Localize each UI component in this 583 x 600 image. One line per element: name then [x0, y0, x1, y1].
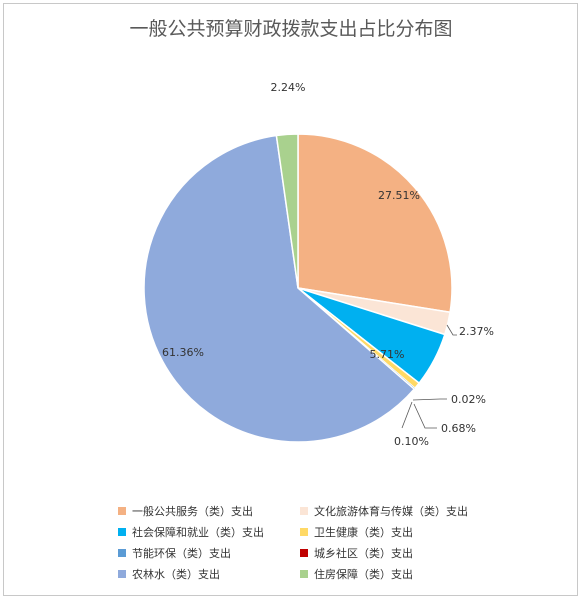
data-label: 27.51%: [378, 189, 420, 202]
data-label: 0.02%: [451, 393, 486, 406]
leader-line: [413, 403, 437, 429]
data-label: 0.68%: [441, 422, 476, 435]
legend-item: 社会保障和就业（类）支出: [118, 522, 264, 542]
legend-swatch: [300, 549, 308, 557]
legend-label: 住房保障（类）支出: [314, 568, 413, 581]
legend-item: 卫生健康（类）支出: [300, 522, 413, 542]
pie-slice: [143, 134, 416, 443]
chart-title: 一般公共预算财政拨款支出占比分布图: [129, 18, 452, 40]
data-label: 0.10%: [394, 435, 429, 448]
legend-item: 一般公共服务（类）支出: [118, 501, 253, 521]
legend-item: 文化旅游体育与传媒（类）支出: [300, 501, 468, 521]
legend-swatch: [300, 570, 308, 578]
legend-label: 社会保障和就业（类）支出: [132, 526, 264, 539]
legend-label: 一般公共服务（类）支出: [132, 505, 253, 518]
legend-label: 节能环保（类）支出: [132, 547, 231, 560]
leader-line: [401, 401, 413, 429]
leader-line: [412, 398, 447, 401]
pie-slices: [143, 133, 453, 443]
pie-slice: [297, 133, 453, 314]
data-label: 2.37%: [459, 325, 494, 338]
legend-label: 文化旅游体育与传媒（类）支出: [314, 505, 468, 518]
data-label: 61.36%: [162, 346, 204, 359]
legend-swatch: [300, 507, 308, 515]
legend-swatch: [118, 528, 126, 536]
legend-label: 卫生健康（类）支出: [314, 526, 413, 539]
legend-label: 农林水（类）支出: [132, 568, 220, 581]
legend-swatch: [118, 570, 126, 578]
legend-label: 城乡社区（类）支出: [314, 547, 413, 560]
legend-swatch: [300, 528, 308, 536]
legend-item: 城乡社区（类）支出: [300, 543, 413, 563]
data-label: 2.24%: [271, 81, 306, 94]
data-labels: 27.51% 2.37% 5.71% 0.68% 0.10% 0.02% 61.36% 2.2…: [162, 81, 494, 448]
chart-frame: [3, 3, 578, 596]
leader-line: [446, 324, 457, 336]
legend-item: 节能环保（类）支出: [118, 543, 231, 563]
legend-swatch: [118, 507, 126, 515]
pie-slice: [275, 133, 299, 289]
legend-item: 农林水（类）支出: [118, 564, 220, 584]
legend-item: 住房保障（类）支出: [300, 564, 413, 584]
data-label: 5.71%: [370, 348, 405, 361]
legend-swatch: [118, 549, 126, 557]
leader-lines: [401, 324, 457, 429]
